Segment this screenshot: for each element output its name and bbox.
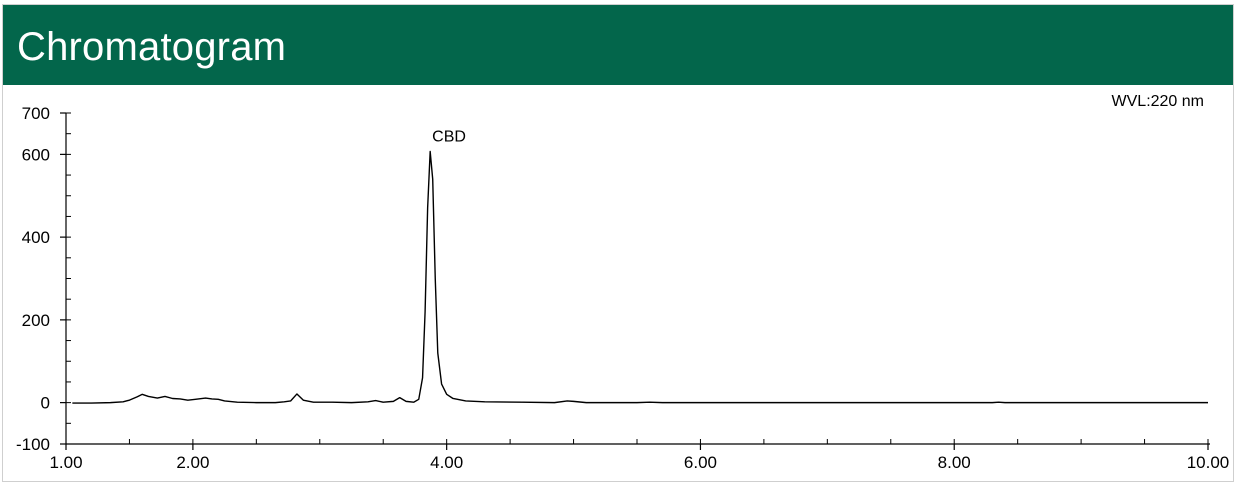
y-tick-label: 700 <box>22 104 50 123</box>
wavelength-label: WVL:220 nm <box>1112 93 1204 110</box>
x-tick-label: 10.00 <box>1187 453 1230 472</box>
y-tick-label: 400 <box>22 228 50 247</box>
x-tick-label: 1.00 <box>49 453 82 472</box>
y-tick-label: 600 <box>22 145 50 164</box>
x-tick-label: 4.00 <box>430 453 463 472</box>
y-tick-label: 200 <box>22 311 50 330</box>
x-tick-label: 6.00 <box>684 453 717 472</box>
y-tick-label: 0 <box>41 394 50 413</box>
page-title: Chromatogram <box>17 25 287 69</box>
peak-label-cbd: CBD <box>432 128 466 145</box>
header-bar: Chromatogram <box>3 5 1233 85</box>
y-tick-label: -100 <box>16 435 50 454</box>
x-tick-label: 8.00 <box>938 453 971 472</box>
annotation-layer: WVL:220 nm CBD <box>432 93 1204 145</box>
trace-layer <box>72 150 1208 404</box>
chromatogram-trace <box>72 150 1208 404</box>
x-tick-label: 2.00 <box>176 453 209 472</box>
